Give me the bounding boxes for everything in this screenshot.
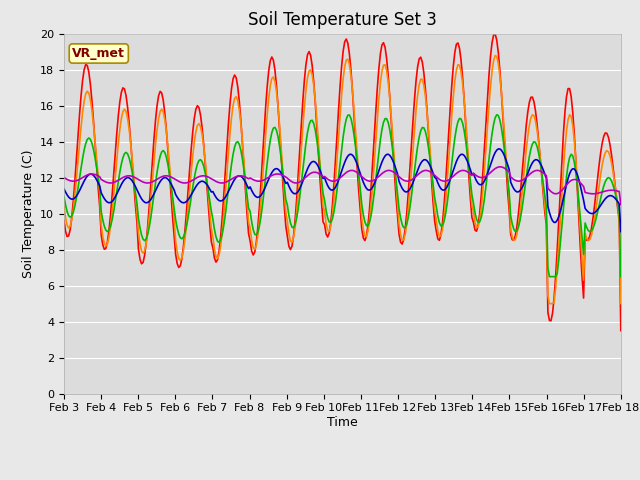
- Tsoil -16cm: [254, 194, 262, 200]
- Tsoil -32cm: [617, 202, 625, 207]
- Legend: Tsoil -2cm, Tsoil -4cm, Tsoil -8cm, Tsoil -16cm, Tsoil -32cm: Tsoil -2cm, Tsoil -4cm, Tsoil -8cm, Tsoi…: [97, 477, 588, 480]
- Line: Tsoil -16cm: Tsoil -16cm: [64, 149, 621, 231]
- Tsoil -2cm: [492, 31, 499, 37]
- Tsoil -4cm: [254, 232, 262, 238]
- Tsoil -2cm: [254, 224, 262, 230]
- Tsoil -8cm: [129, 170, 136, 176]
- Tsoil -4cm: [492, 53, 499, 59]
- Tsoil -2cm: [588, 226, 595, 232]
- Tsoil -8cm: [617, 274, 625, 279]
- Tsoil -4cm: [244, 219, 252, 225]
- Tsoil -8cm: [60, 194, 68, 200]
- Tsoil -16cm: [617, 228, 625, 234]
- Tsoil -8cm: [244, 205, 252, 211]
- Text: VR_met: VR_met: [72, 47, 125, 60]
- Tsoil -16cm: [244, 186, 252, 192]
- Tsoil -4cm: [129, 157, 136, 163]
- Tsoil -16cm: [129, 178, 136, 184]
- Tsoil -4cm: [303, 75, 311, 81]
- Tsoil -16cm: [226, 185, 234, 191]
- Tsoil -4cm: [589, 226, 596, 232]
- Tsoil -2cm: [244, 231, 252, 237]
- Tsoil -4cm: [226, 131, 234, 137]
- Tsoil -2cm: [129, 160, 136, 166]
- Tsoil -32cm: [588, 191, 595, 197]
- Tsoil -8cm: [303, 130, 311, 135]
- Line: Tsoil -2cm: Tsoil -2cm: [64, 34, 621, 331]
- Tsoil -32cm: [60, 175, 68, 180]
- Tsoil -8cm: [226, 173, 234, 179]
- Tsoil -16cm: [588, 211, 595, 216]
- Tsoil -16cm: [495, 146, 502, 152]
- Tsoil -16cm: [303, 166, 311, 172]
- Tsoil -2cm: [60, 217, 68, 223]
- Tsoil -2cm: [226, 101, 234, 107]
- Tsoil -16cm: [60, 186, 68, 192]
- Tsoil -8cm: [546, 274, 554, 279]
- Line: Tsoil -4cm: Tsoil -4cm: [64, 56, 621, 303]
- Tsoil -32cm: [303, 173, 311, 179]
- Tsoil -4cm: [546, 300, 554, 306]
- Tsoil -2cm: [617, 328, 625, 334]
- Title: Soil Temperature Set 3: Soil Temperature Set 3: [248, 11, 437, 29]
- Tsoil -4cm: [617, 300, 625, 306]
- Tsoil -32cm: [244, 176, 252, 181]
- Line: Tsoil -8cm: Tsoil -8cm: [64, 115, 621, 276]
- Tsoil -8cm: [493, 112, 500, 118]
- Tsoil -32cm: [226, 177, 234, 183]
- X-axis label: Time: Time: [327, 416, 358, 429]
- Tsoil -8cm: [254, 229, 262, 235]
- Tsoil -32cm: [496, 164, 504, 170]
- Tsoil -32cm: [254, 178, 262, 184]
- Tsoil -4cm: [60, 204, 68, 209]
- Y-axis label: Soil Temperature (C): Soil Temperature (C): [22, 149, 35, 278]
- Tsoil -2cm: [303, 52, 311, 58]
- Tsoil -8cm: [589, 226, 596, 231]
- Line: Tsoil -32cm: Tsoil -32cm: [64, 167, 621, 204]
- Tsoil -32cm: [129, 173, 136, 179]
